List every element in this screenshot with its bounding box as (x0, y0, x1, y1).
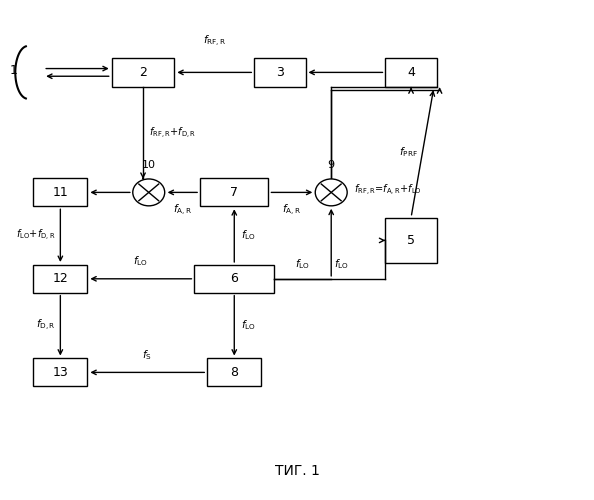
Text: $f_{\rm D,R}$: $f_{\rm D,R}$ (36, 318, 56, 333)
Bar (33, 178, 87, 206)
Bar (33, 265, 87, 292)
Text: 5: 5 (407, 234, 415, 247)
Text: $f_{\rm LO}$: $f_{\rm LO}$ (241, 228, 256, 242)
Bar (386, 58, 437, 88)
Text: 3: 3 (276, 66, 284, 79)
Text: 1: 1 (10, 64, 18, 76)
Text: 2: 2 (139, 66, 147, 79)
Text: $f_{\rm A,R}$: $f_{\rm A,R}$ (173, 203, 192, 218)
Circle shape (315, 179, 347, 206)
Text: $f_{\rm LO}$: $f_{\rm LO}$ (134, 254, 148, 268)
Text: 6: 6 (230, 272, 238, 285)
Bar (386, 218, 437, 263)
Text: $f_{\rm A,R}$: $f_{\rm A,R}$ (282, 203, 301, 218)
Bar (194, 265, 274, 292)
Bar (207, 358, 261, 386)
Text: $f_{\rm LO}$: $f_{\rm LO}$ (295, 258, 310, 271)
Bar (33, 358, 87, 386)
Text: 10: 10 (142, 160, 156, 170)
Text: 11: 11 (52, 186, 68, 199)
Bar (254, 58, 305, 88)
Text: $f_{\rm LO}$: $f_{\rm LO}$ (241, 318, 256, 332)
Text: $f_{\rm RF,R}$: $f_{\rm RF,R}$ (203, 34, 226, 49)
Text: $f_{\rm LO}$: $f_{\rm LO}$ (334, 258, 349, 271)
Text: 9: 9 (328, 160, 335, 170)
Text: 12: 12 (52, 272, 68, 285)
Text: $f_{\rm RF,R}$+$f_{\rm D,R}$: $f_{\rm RF,R}$+$f_{\rm D,R}$ (148, 126, 196, 140)
Text: $f_{\rm PRF}$: $f_{\rm PRF}$ (399, 146, 418, 160)
Text: 8: 8 (230, 366, 238, 379)
Text: $f_{\rm RF,R}$=$f_{\rm A,R}$+$f_{\rm LO}$: $f_{\rm RF,R}$=$f_{\rm A,R}$+$f_{\rm LO}… (354, 182, 422, 198)
Bar (200, 178, 268, 206)
Text: $f_{\rm S}$: $f_{\rm S}$ (143, 348, 152, 362)
Text: $f_{\rm LO}$+$f_{\rm D,R}$: $f_{\rm LO}$+$f_{\rm D,R}$ (16, 228, 56, 243)
Circle shape (133, 179, 165, 206)
Bar (112, 58, 175, 88)
Text: 7: 7 (230, 186, 238, 199)
Text: ΤИГ. 1: ΤИГ. 1 (274, 464, 320, 478)
Text: 4: 4 (407, 66, 415, 79)
Text: 13: 13 (52, 366, 68, 379)
